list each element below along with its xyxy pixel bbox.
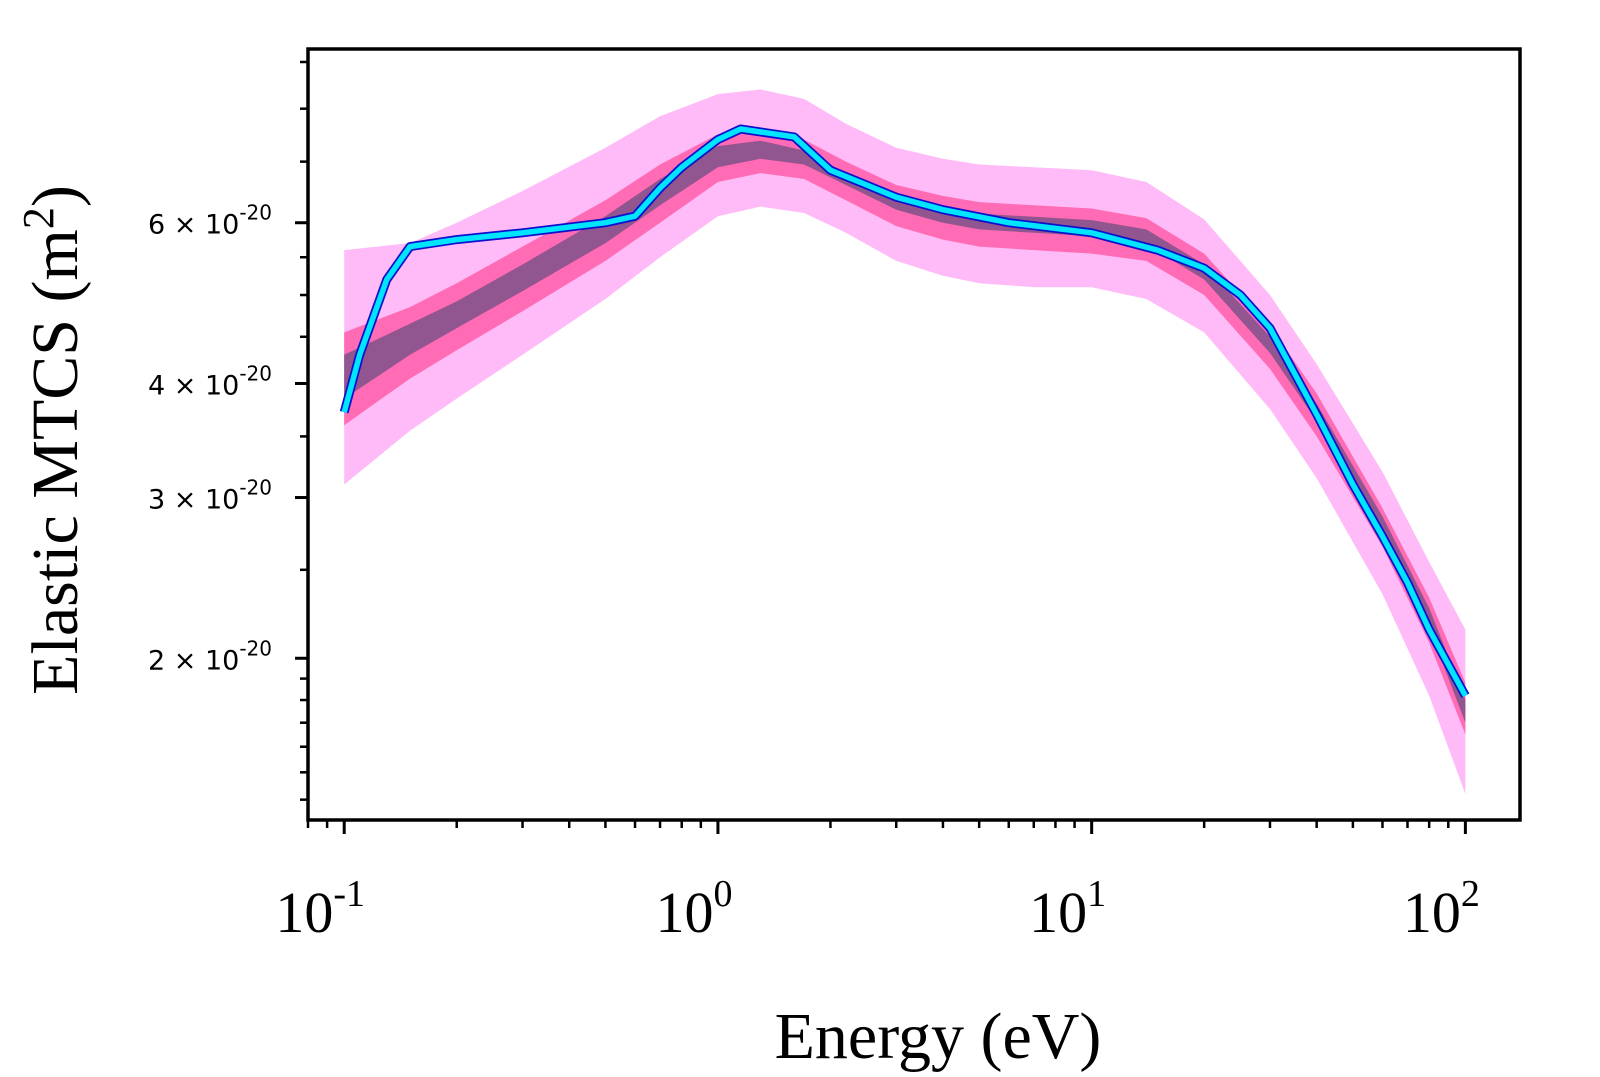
x-tick-base: 10 <box>655 880 713 945</box>
y-tick-exponent: -20 <box>239 361 272 385</box>
y-tick-exponent: -20 <box>239 201 272 225</box>
x-tick-label: 10-1 <box>275 873 365 945</box>
x-tick-label: 100 <box>655 873 732 945</box>
y-tick-mantissa: 6 × 10 <box>148 210 239 241</box>
band-middle <box>344 129 1466 735</box>
x-axis-label: Energy (eV) <box>775 1000 1102 1073</box>
x-tick-exponent: 2 <box>1461 873 1480 915</box>
x-tick-base: 10 <box>1403 880 1461 945</box>
y-axis-ticks: 2 × 10-203 × 10-204 × 10-206 × 10-20 <box>148 60 308 801</box>
x-tick-exponent: 1 <box>1087 873 1106 915</box>
x-tick-label: 102 <box>1403 873 1480 945</box>
x-tick-exponent: 0 <box>713 873 732 915</box>
x-tick-base: 10 <box>275 880 333 945</box>
y-axis-label: Elastic MTCS (m2) <box>14 185 92 695</box>
x-tick-exponent: -1 <box>333 873 365 915</box>
x-tick-base: 10 <box>1029 880 1087 945</box>
series-line <box>341 126 1468 698</box>
y-tick-exponent: -20 <box>239 476 272 500</box>
data-series <box>339 124 1470 698</box>
x-tick-label: 101 <box>1029 873 1106 945</box>
y-tick-mantissa: 4 × 10 <box>148 370 239 401</box>
y-axis-label-main: Elastic MTCS (m <box>19 229 92 695</box>
y-axis-label-exponent: 2 <box>14 207 63 229</box>
y-tick-label: 4 × 10-20 <box>148 361 272 401</box>
y-axis-label-close: ) <box>19 185 92 207</box>
plot-frame <box>306 47 1522 822</box>
y-tick-mantissa: 2 × 10 <box>148 645 239 676</box>
y-tick-label: 2 × 10-20 <box>148 636 272 676</box>
y-tick-mantissa: 3 × 10 <box>148 485 239 516</box>
y-tick-label: 3 × 10-20 <box>148 476 272 516</box>
y-tick-label: 6 × 10-20 <box>148 201 272 241</box>
x-axis-ticks: 10-1 100 101 102 <box>275 820 1480 945</box>
y-tick-exponent: -20 <box>239 636 272 660</box>
